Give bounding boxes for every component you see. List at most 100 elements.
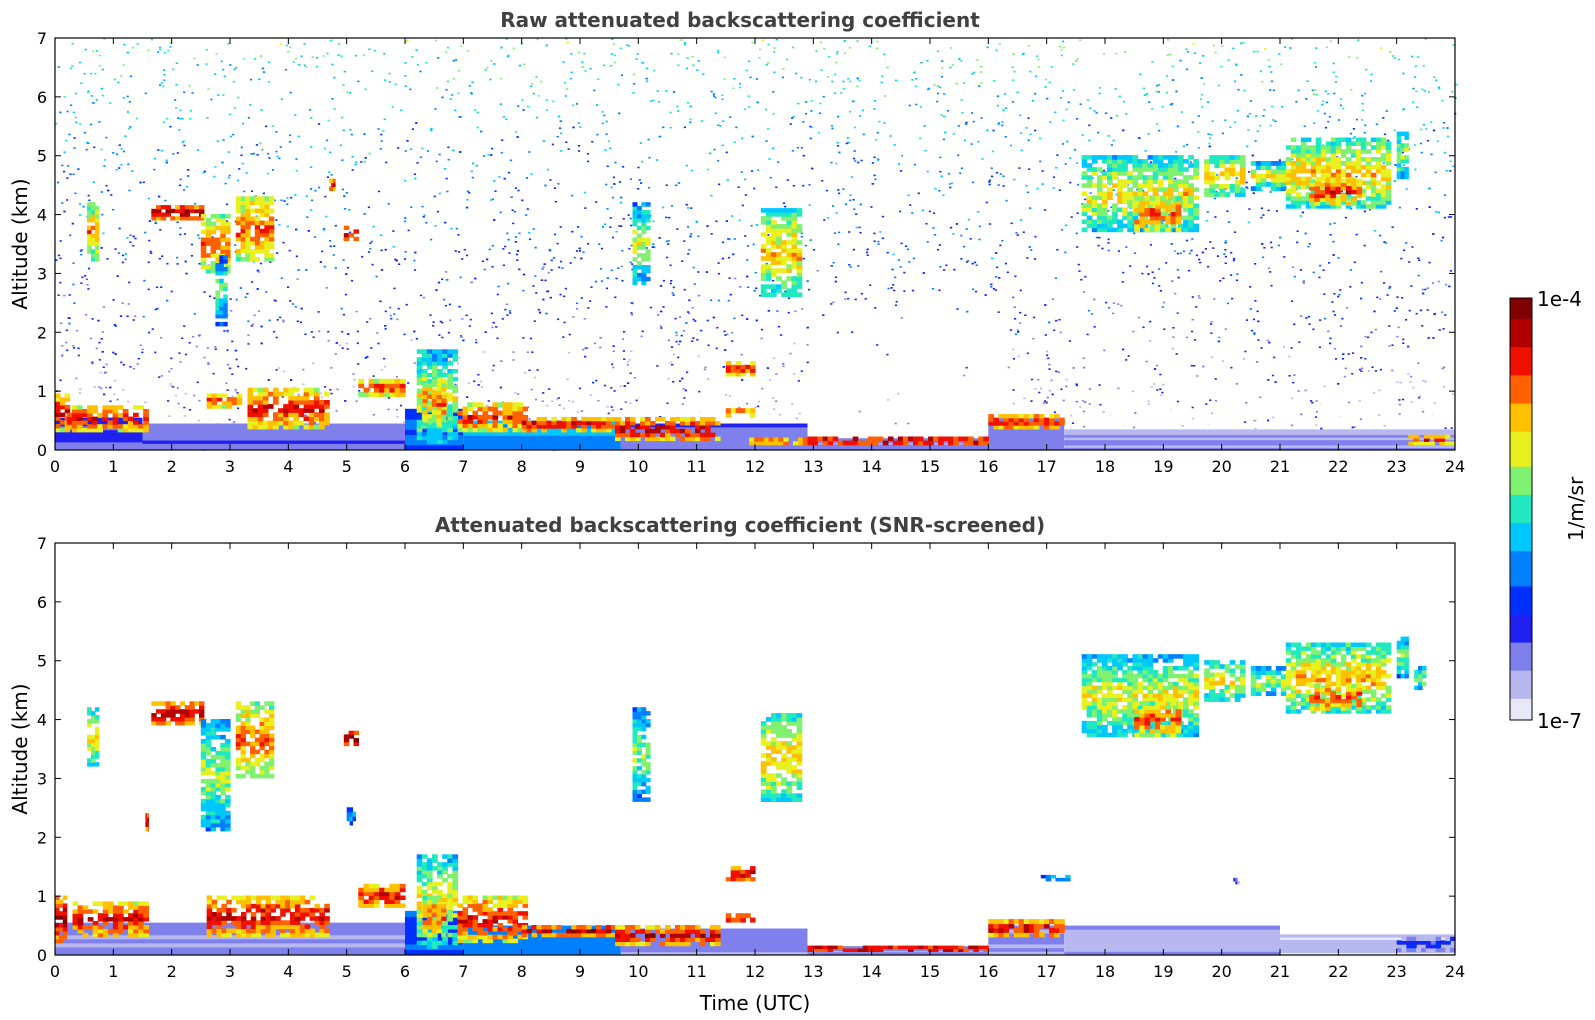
noise-pixel — [584, 207, 587, 209]
cloud-cell — [205, 229, 212, 235]
noise-pixel — [883, 122, 886, 124]
noise-pixel — [782, 365, 785, 368]
noise-pixel — [79, 250, 82, 252]
cloud-cell — [416, 357, 423, 362]
noise-pixel — [1365, 68, 1368, 71]
cloud-cell — [189, 205, 195, 210]
noise-pixel — [289, 134, 292, 137]
noise-pixel — [1329, 40, 1332, 42]
noise-pixel — [298, 64, 301, 66]
noise-pixel — [142, 315, 145, 318]
noise-pixel — [363, 133, 366, 135]
noise-pixel — [404, 251, 407, 253]
cloud-layer — [615, 417, 721, 442]
noise-pixel — [913, 163, 916, 166]
noise-pixel — [1093, 326, 1096, 328]
noise-pixel — [1383, 282, 1386, 284]
cloud-cell — [273, 420, 279, 426]
noise-pixel — [470, 170, 473, 173]
noise-pixel — [460, 336, 463, 338]
noise-pixel — [463, 248, 466, 251]
cloud-cell — [264, 248, 270, 254]
noise-pixel — [1027, 117, 1030, 119]
cloud-cell — [705, 436, 711, 442]
noise-pixel — [911, 79, 914, 81]
noise-pixel — [680, 39, 683, 41]
cloud-cell — [636, 206, 642, 211]
noise-pixel — [1006, 271, 1009, 274]
noise-pixel — [710, 194, 713, 197]
noise-pixel — [370, 240, 373, 243]
cloud-cell — [615, 432, 621, 438]
cloud-cell — [223, 259, 228, 264]
cloud-cell — [436, 406, 442, 411]
noise-pixel — [1367, 370, 1371, 372]
noise-pixel — [265, 125, 268, 128]
noise-pixel — [122, 97, 125, 99]
cloud-cell — [776, 212, 782, 217]
noise-pixel — [222, 94, 225, 96]
noise-pixel — [877, 240, 880, 243]
cloud-cell — [221, 400, 228, 406]
noise-pixel — [207, 87, 210, 90]
noise-pixel — [430, 127, 433, 130]
noise-pixel — [422, 216, 425, 218]
cloud-cell — [441, 402, 447, 407]
noise-pixel — [1224, 119, 1227, 121]
noise-pixel — [505, 118, 508, 121]
noise-pixel — [1197, 131, 1200, 133]
noise-pixel — [559, 226, 562, 228]
noise-pixel — [158, 84, 162, 86]
noise-pixel — [1064, 224, 1068, 227]
cloud-cell — [422, 394, 428, 399]
noise-pixel — [85, 278, 88, 281]
cloud-cell — [771, 208, 777, 213]
noise-pixel — [603, 223, 607, 226]
noise-pixel — [1422, 292, 1425, 295]
cloud-cell — [431, 410, 438, 415]
cloud-cell — [273, 416, 279, 422]
noise-pixel — [719, 125, 722, 127]
noise-pixel — [553, 233, 557, 236]
noise-pixel — [105, 386, 108, 389]
noise-pixel — [587, 160, 590, 163]
noise-pixel — [578, 387, 581, 390]
noise-pixel — [1146, 93, 1149, 95]
noise-pixel — [1418, 395, 1421, 398]
noise-pixel — [1082, 291, 1086, 293]
boundary-layer-block — [1064, 437, 1455, 441]
noise-pixel — [1329, 234, 1332, 236]
noise-pixel — [66, 110, 69, 113]
noise-pixel — [525, 177, 529, 179]
noise-pixel — [367, 206, 370, 209]
noise-pixel — [1412, 87, 1415, 90]
noise-pixel — [405, 303, 408, 306]
noise-pixel — [231, 373, 234, 375]
noise-pixel — [1360, 281, 1363, 284]
cloud-cell — [240, 204, 246, 209]
cloud-cell — [264, 208, 270, 214]
noise-pixel — [154, 308, 157, 311]
noise-pixel — [950, 182, 953, 185]
noise-pixel — [292, 61, 295, 63]
cloud-layer — [87, 202, 100, 262]
cloud-cell — [200, 265, 207, 270]
cloud-cell — [331, 186, 334, 191]
noise-pixel — [873, 232, 876, 235]
noise-pixel — [972, 181, 975, 184]
noise-pixel — [501, 139, 504, 141]
noise-pixel — [1156, 389, 1159, 391]
noise-pixel — [817, 131, 821, 134]
noise-pixel — [172, 153, 175, 155]
noise-pixel — [1200, 98, 1203, 101]
boundary-layer-block — [55, 421, 143, 427]
cloud-cell — [257, 404, 264, 409]
noise-pixel — [1421, 88, 1424, 91]
cloud-cell — [273, 387, 279, 393]
noise-pixel — [318, 186, 321, 189]
cloud-cell — [432, 361, 438, 366]
noise-pixel — [1261, 81, 1264, 83]
noise-pixel — [1449, 170, 1452, 172]
noise-pixel — [838, 151, 841, 154]
cloud-cell — [102, 409, 109, 414]
